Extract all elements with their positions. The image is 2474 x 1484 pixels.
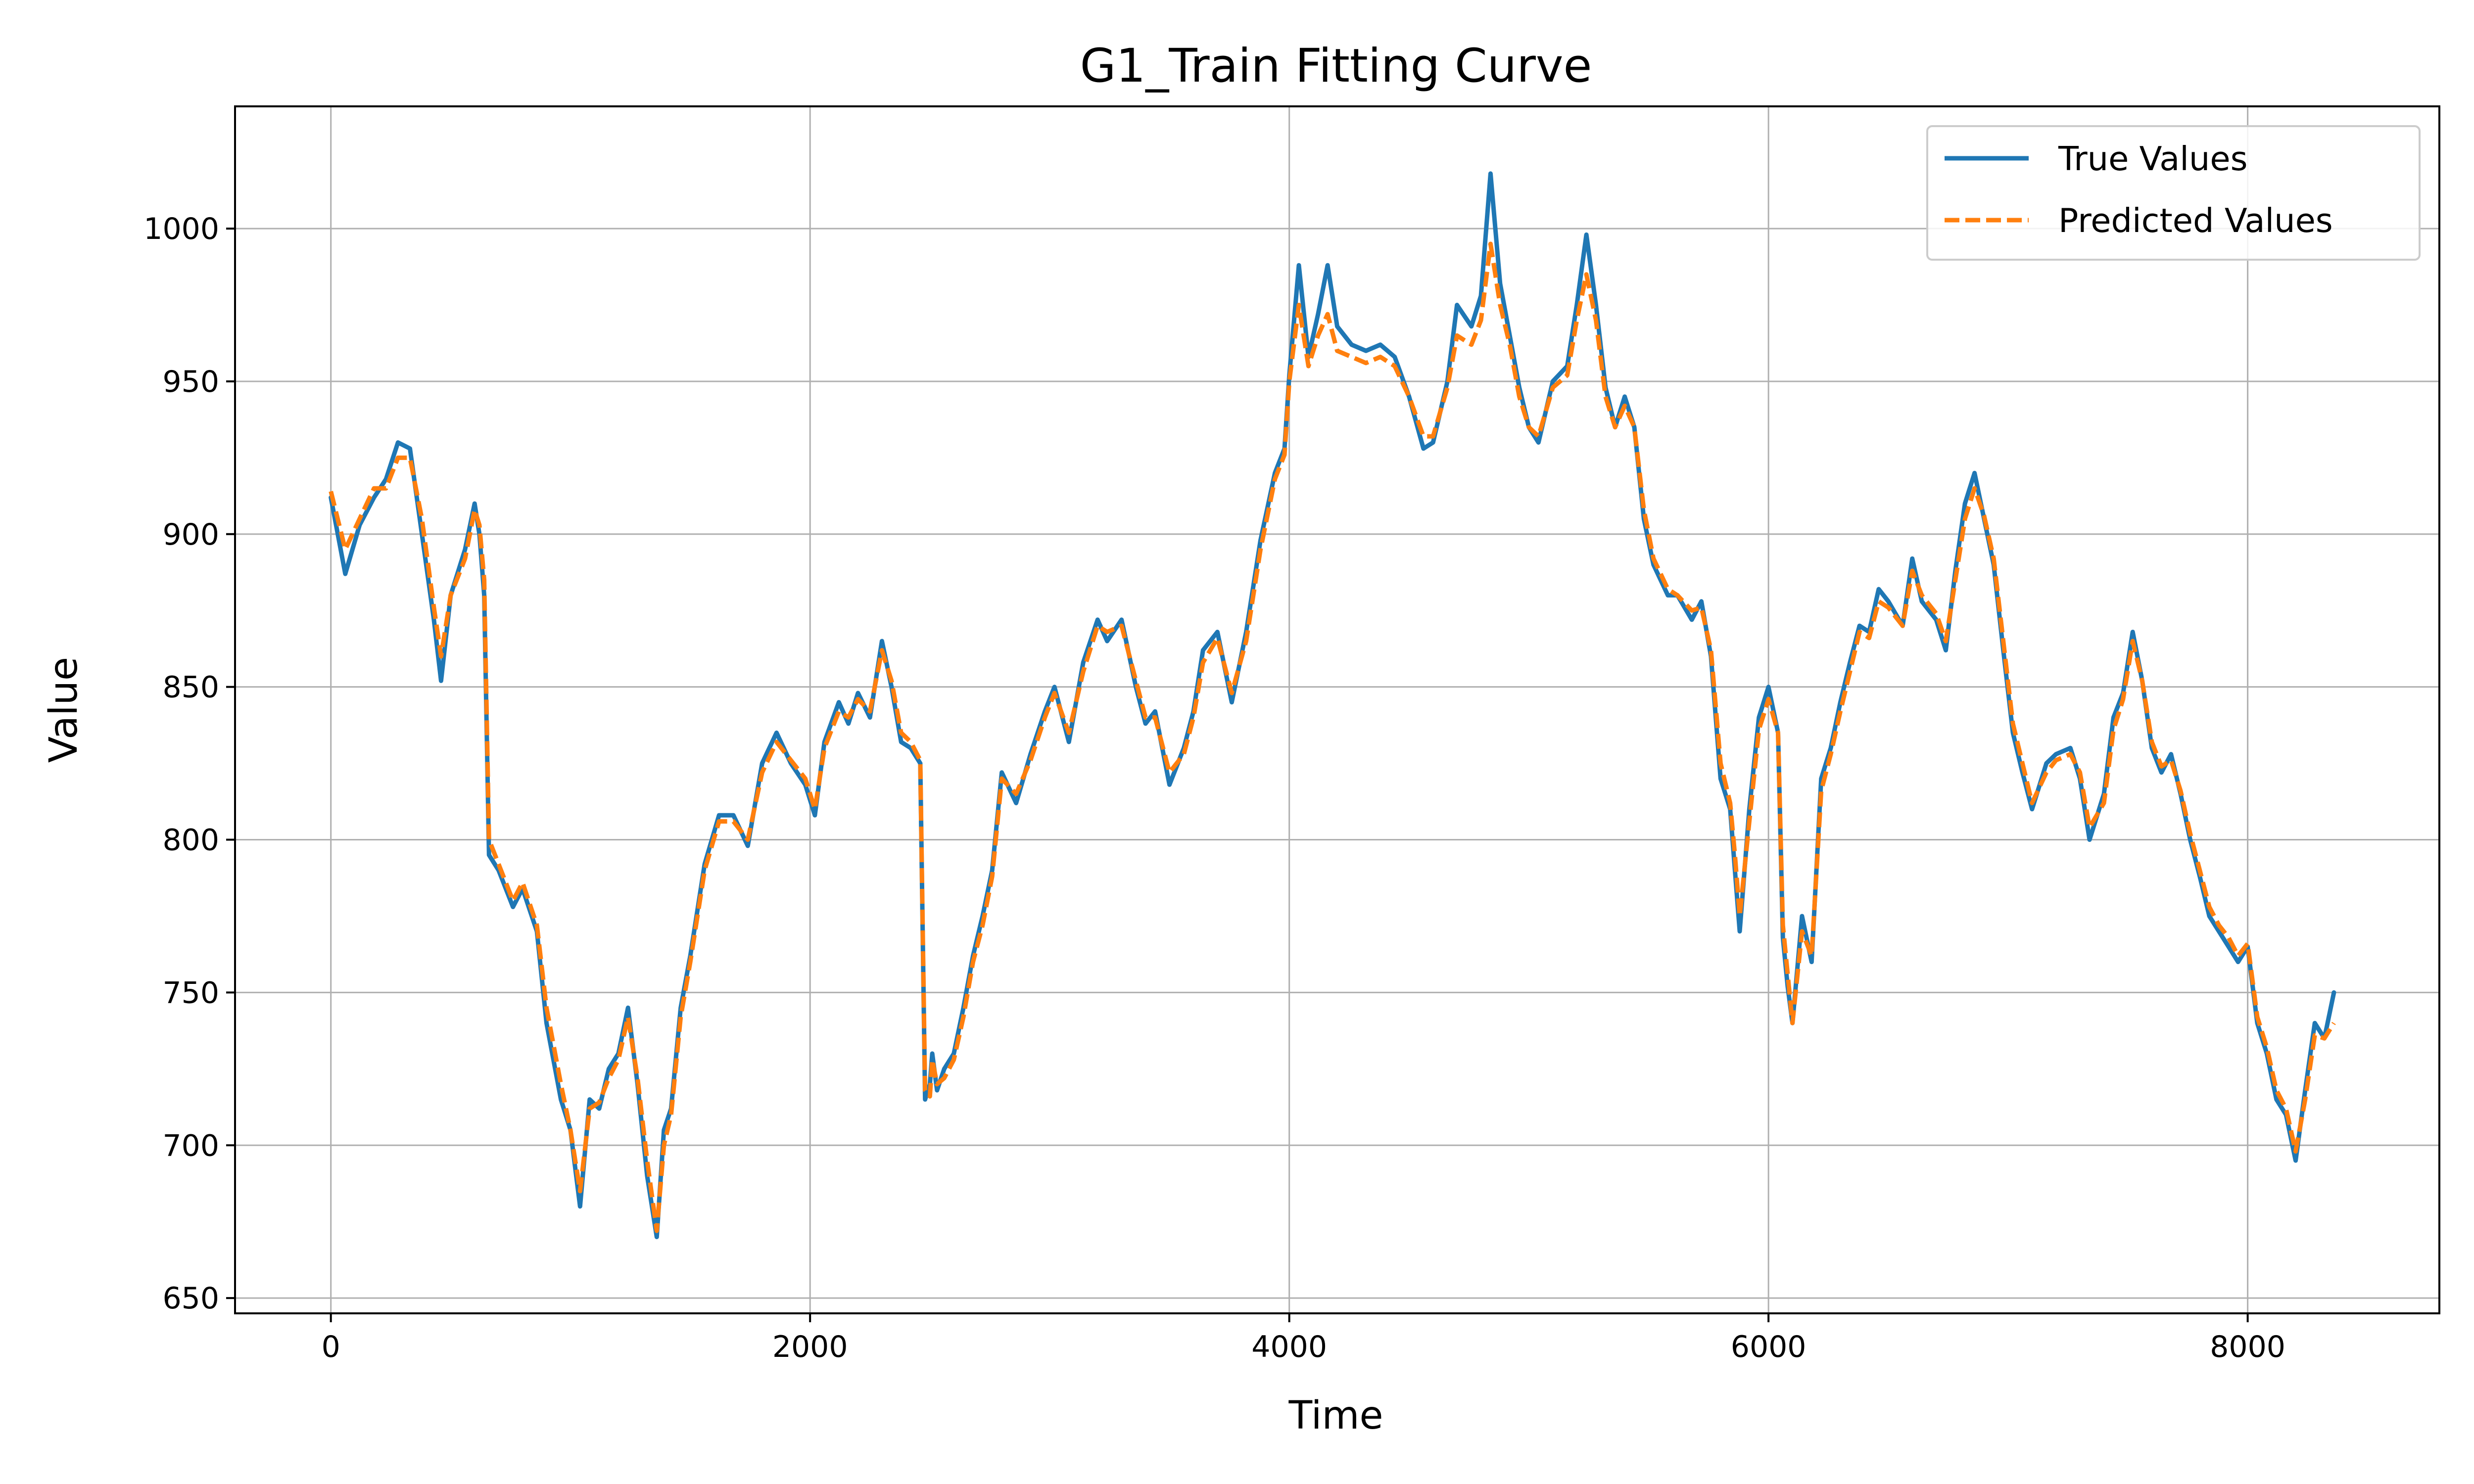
legend-label-predicted-values: Predicted Values: [2058, 201, 2333, 240]
x-axis: 0 2000 4000 6000 8000: [322, 1313, 2285, 1364]
legend-label-true-values: True Values: [2058, 139, 2248, 178]
series-layer: [329, 171, 2336, 1240]
y-tick-label: 650: [162, 1281, 219, 1316]
y-tick-label: 700: [162, 1128, 219, 1163]
plot-area-frame: [234, 105, 2440, 1314]
x-tick-label: 6000: [1731, 1330, 1807, 1364]
y-tick-label: 850: [162, 670, 219, 705]
x-axis-label: Time: [1288, 1393, 1383, 1438]
x-tick-label: 4000: [1251, 1330, 1327, 1364]
y-axis: 650 700 750 800 850 900 950 1000: [143, 212, 235, 1316]
y-tick-label: 900: [162, 517, 219, 552]
chart-title: G1_Train Fitting Curve: [1080, 39, 1592, 93]
grid-lines: [235, 106, 2439, 1313]
y-axis-label: Value: [42, 657, 86, 763]
y-tick-label: 1000: [143, 212, 219, 246]
x-tick-label: 2000: [772, 1330, 848, 1364]
legend-box: [1926, 125, 2421, 261]
y-tick-label: 950: [162, 365, 219, 399]
legend: True Values Predicted Values: [1926, 125, 2421, 261]
series-line-predicted-values: [329, 241, 2336, 1233]
y-tick-label: 750: [162, 975, 219, 1010]
x-tick-label: 0: [322, 1330, 340, 1364]
x-tick-label: 8000: [2210, 1330, 2285, 1364]
y-tick-label: 800: [162, 823, 219, 858]
